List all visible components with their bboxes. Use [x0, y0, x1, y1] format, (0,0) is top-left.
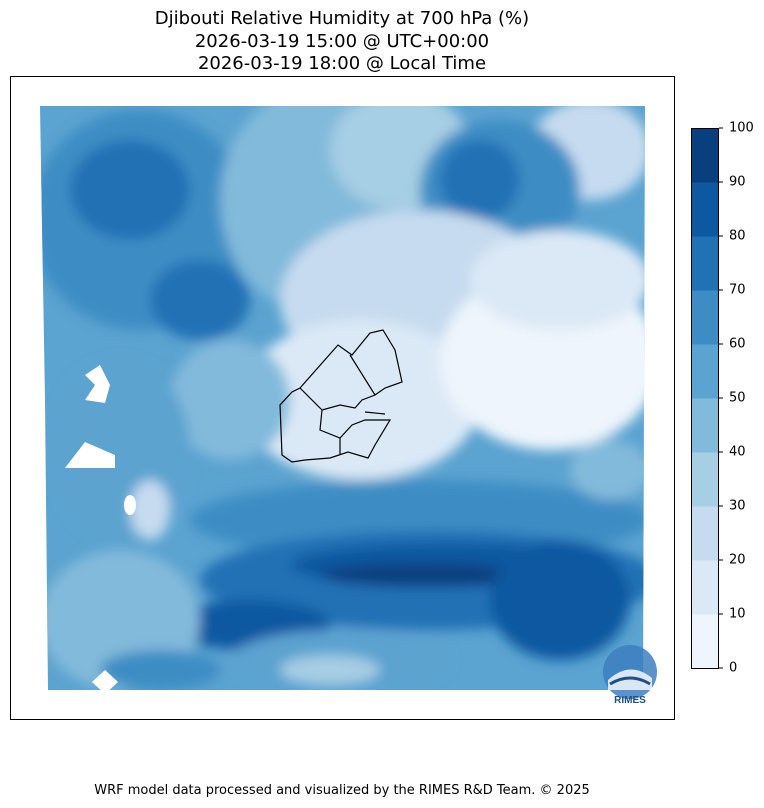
colorbar-frame [691, 128, 719, 669]
colorbar-tick-label: 20 [729, 552, 746, 568]
no-data-patch [65, 442, 115, 468]
colorbar-level [691, 506, 719, 561]
local-time: 2026-03-19 18:00 @ Local Time [197, 53, 487, 74]
colorbar-level [691, 560, 719, 615]
colorbar-tick-label: 50 [729, 390, 746, 406]
colorbar-level [691, 614, 719, 669]
colorbar-level [691, 182, 719, 237]
logo-text: RIMES [614, 695, 646, 706]
humidity-field [40, 106, 645, 690]
map-title: Djibouti Relative Humidity at 700 hPa (%… [154, 8, 530, 29]
no-data-patch [85, 365, 110, 403]
colorbar [691, 127, 723, 669]
colorbar-tick-label: 90 [729, 174, 746, 190]
rimes-logo [603, 645, 657, 699]
colorbar-tick-label: 30 [729, 498, 746, 514]
colorbar-level [691, 236, 719, 291]
country-borders [279, 329, 403, 463]
colorbar-tick-label: 70 [729, 282, 746, 298]
colorbar-level [691, 398, 719, 453]
colorbar-level [691, 290, 719, 345]
colorbar-level [691, 452, 719, 507]
footer-credit: WRF model data processed and visualized … [94, 783, 590, 798]
colorbar-tick-label: 10 [729, 606, 746, 622]
no-data-patch [124, 495, 136, 515]
colorbar-tick-label: 40 [729, 444, 746, 460]
colorbar-tick-label: 100 [729, 120, 754, 136]
utc-time: 2026-03-19 15:00 @ UTC+00:00 [194, 31, 490, 52]
colorbar-level [691, 344, 719, 399]
colorbar-tick-label: 80 [729, 228, 746, 244]
colorbar-level [691, 128, 719, 183]
colorbar-tick-label: 0 [729, 660, 738, 676]
no-data-patch [92, 670, 118, 690]
colorbar-tick-label: 60 [729, 336, 746, 352]
